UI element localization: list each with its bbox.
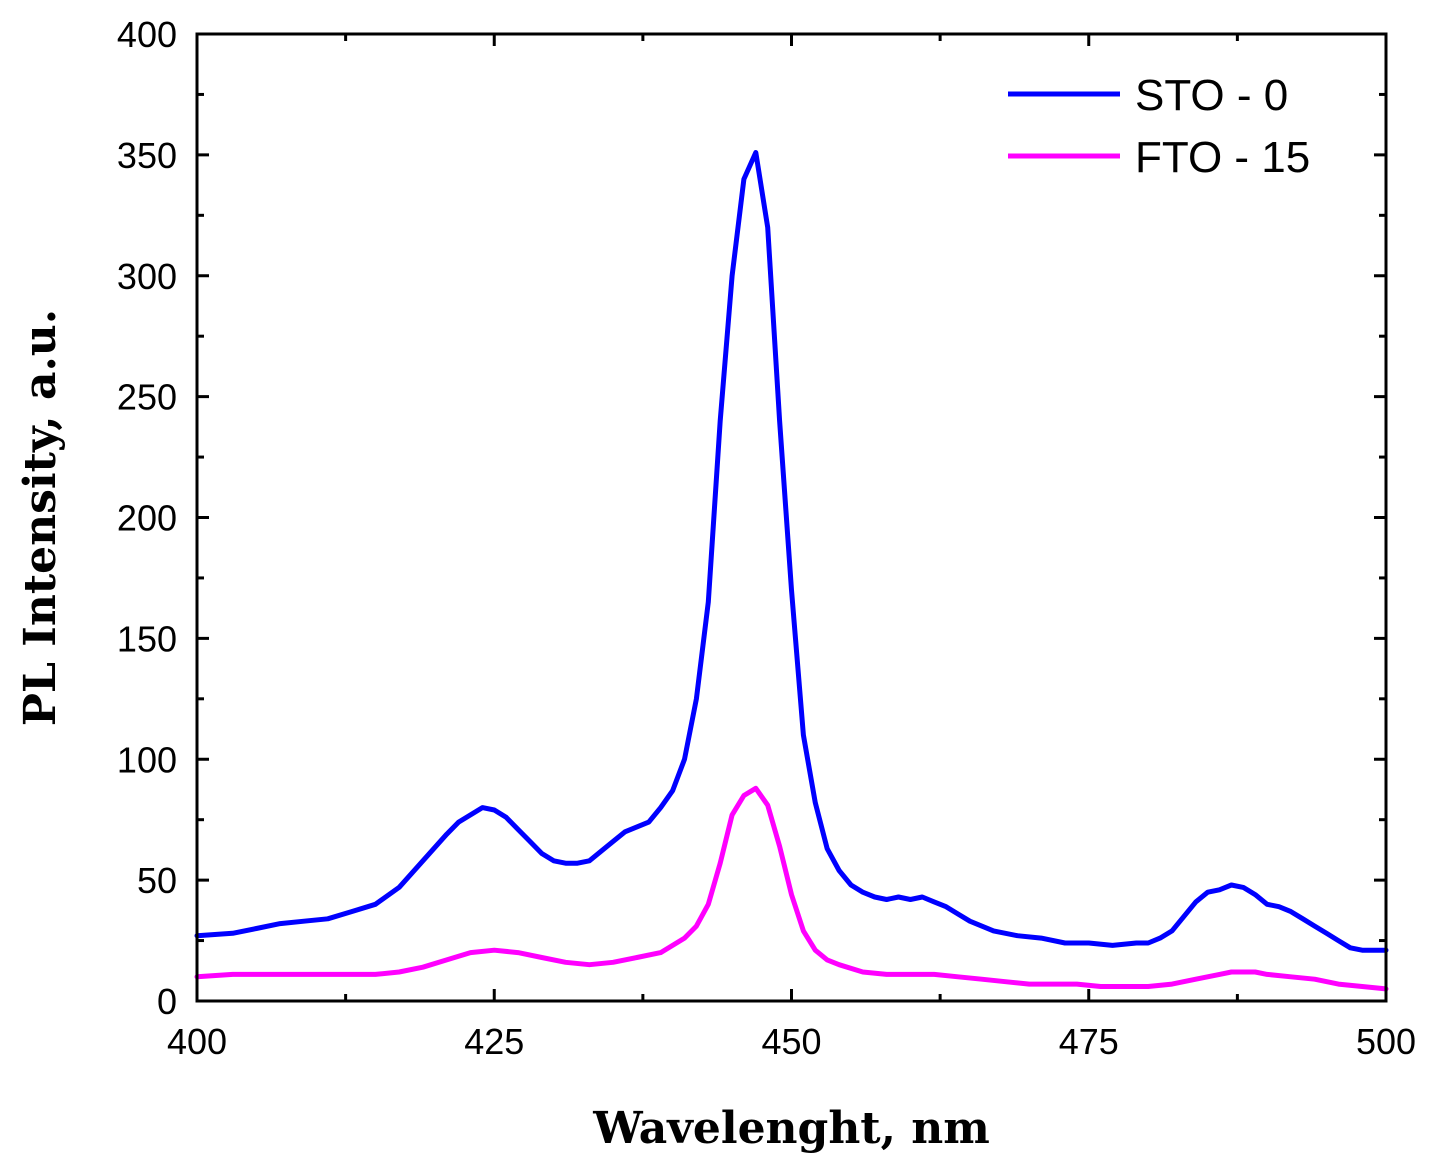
y-axis-title: PL Intensity, a.u. <box>15 309 66 726</box>
y-tick-labels: 0 50 100 150 200 250 300 350 400 <box>117 14 177 1022</box>
legend: STO - 0 FTO - 15 <box>1008 71 1310 182</box>
x-tick-labels: 400 425 450 475 500 <box>167 1021 1416 1062</box>
x-tick-label: 450 <box>761 1021 821 1062</box>
y-tick-label: 200 <box>117 498 177 539</box>
legend-label-fto-15: FTO - 15 <box>1135 133 1310 182</box>
y-tick-label: 50 <box>137 860 177 901</box>
y-tick-label: 100 <box>117 739 177 780</box>
x-axis-title: Wavelenght, nm <box>592 1103 990 1154</box>
plot-series <box>194 150 1389 992</box>
y-tick-label: 250 <box>117 377 177 418</box>
y-tick-label: 300 <box>117 256 177 297</box>
y-tick-label: 0 <box>157 981 177 1022</box>
legend-label-sto-0: STO - 0 <box>1135 71 1288 120</box>
x-tick-label: 475 <box>1059 1021 1119 1062</box>
plot-frame <box>195 32 1388 1003</box>
y-tick-label: 400 <box>117 14 177 55</box>
x-tick-label: 500 <box>1356 1021 1416 1062</box>
y-tick-label: 350 <box>117 135 177 176</box>
y-tick-label: 150 <box>117 618 177 659</box>
series-line-fto-15 <box>194 785 1389 992</box>
series-line-sto-0 <box>194 150 1389 953</box>
x-tick-label: 425 <box>464 1021 524 1062</box>
x-tick-label: 400 <box>167 1021 227 1062</box>
